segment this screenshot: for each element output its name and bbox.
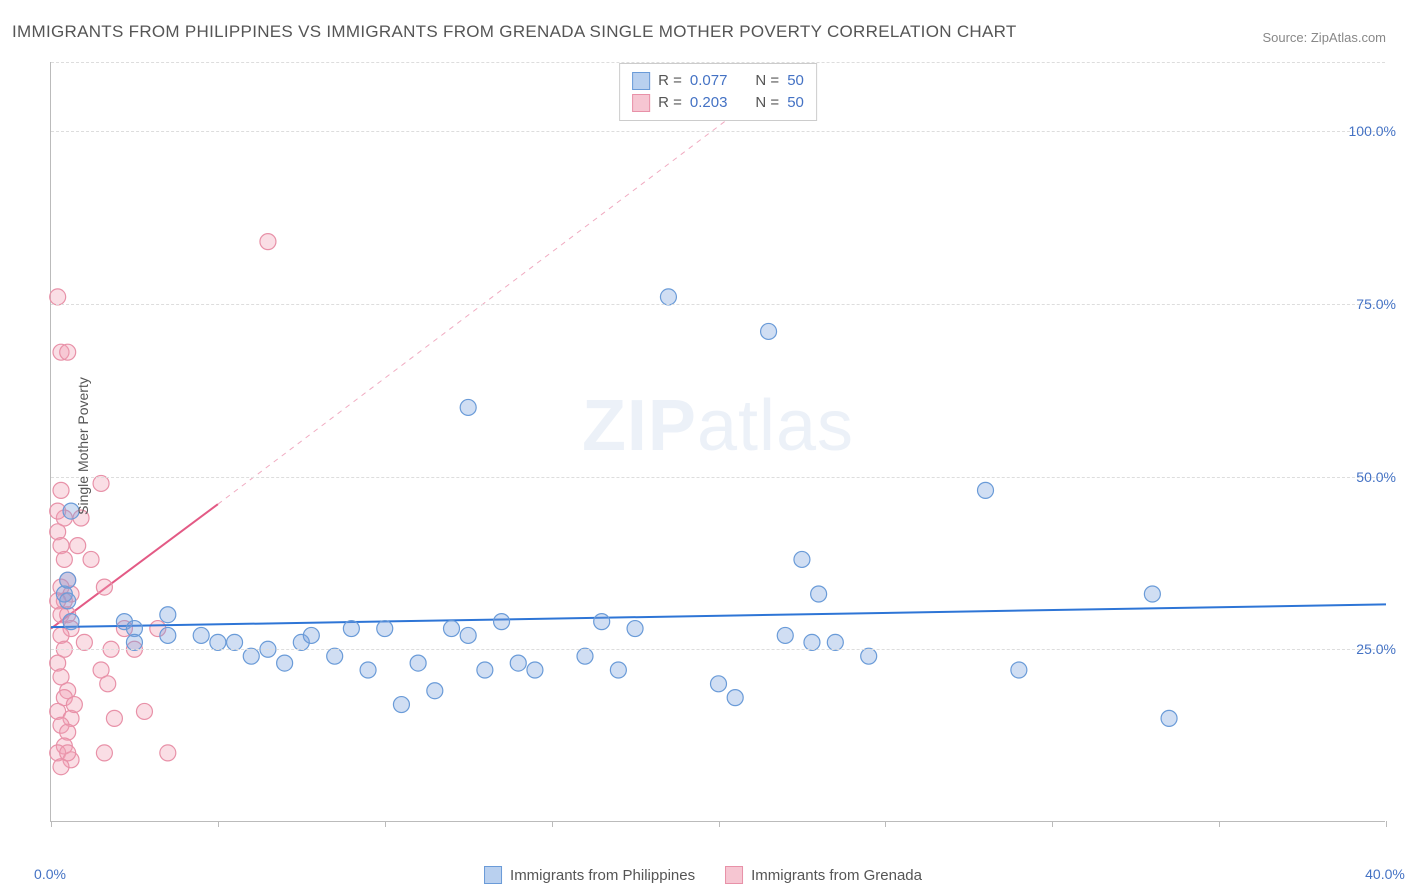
tick-v (385, 821, 386, 827)
data-point (594, 614, 610, 630)
data-point (53, 669, 69, 685)
tick-v (1219, 821, 1220, 827)
data-point (827, 634, 843, 650)
data-point (377, 621, 393, 637)
gridline-h (51, 304, 1385, 305)
data-point (711, 676, 727, 692)
data-point (160, 745, 176, 761)
data-point (444, 621, 460, 637)
data-point (811, 586, 827, 602)
data-point (460, 399, 476, 415)
tick-v (719, 821, 720, 827)
data-point (60, 593, 76, 609)
data-point (410, 655, 426, 671)
trend-line-dashed (218, 76, 785, 504)
x-tick-label: 40.0% (1365, 866, 1405, 882)
tick-v (552, 821, 553, 827)
data-point (627, 621, 643, 637)
data-point (804, 634, 820, 650)
data-point (126, 634, 142, 650)
legend-item-philippines: Immigrants from Philippines (484, 866, 695, 884)
data-point (260, 234, 276, 250)
data-point (66, 697, 82, 713)
y-tick-label: 50.0% (1356, 469, 1396, 485)
legend-row-philippines: R = 0.077 N = 50 (632, 70, 804, 92)
data-point (96, 579, 112, 595)
data-point (160, 627, 176, 643)
swatch-philippines (632, 72, 650, 90)
legend-stats: R = 0.077 N = 50 R = 0.203 N = 50 (619, 63, 817, 121)
swatch-grenada (632, 94, 650, 112)
data-point (794, 551, 810, 567)
data-point (360, 662, 376, 678)
data-point (60, 344, 76, 360)
data-point (343, 621, 359, 637)
legend-bottom: Immigrants from Philippines Immigrants f… (484, 866, 922, 884)
gridline-h (51, 649, 1385, 650)
data-point (210, 634, 226, 650)
y-tick-label: 100.0% (1349, 123, 1396, 139)
data-point (70, 538, 86, 554)
data-point (727, 690, 743, 706)
data-point (761, 323, 777, 339)
data-point (56, 551, 72, 567)
data-point (93, 475, 109, 491)
data-point (76, 634, 92, 650)
tick-v (885, 821, 886, 827)
tick-v (218, 821, 219, 827)
data-point (100, 676, 116, 692)
data-point (136, 703, 152, 719)
tick-v (1052, 821, 1053, 827)
data-point (63, 614, 79, 630)
data-point (106, 710, 122, 726)
data-point (60, 572, 76, 588)
gridline-h (51, 477, 1385, 478)
gridline-h (51, 131, 1385, 132)
data-point (427, 683, 443, 699)
data-point (978, 482, 994, 498)
data-point (303, 627, 319, 643)
data-point (1161, 710, 1177, 726)
chart-svg (51, 62, 1385, 821)
data-point (861, 648, 877, 664)
data-point (193, 627, 209, 643)
data-point (577, 648, 593, 664)
data-point (60, 745, 76, 761)
legend-row-grenada: R = 0.203 N = 50 (632, 92, 804, 114)
data-point (243, 648, 259, 664)
data-point (510, 655, 526, 671)
trend-line (51, 604, 1386, 627)
data-point (53, 482, 69, 498)
data-point (393, 697, 409, 713)
y-tick-label: 75.0% (1356, 296, 1396, 312)
data-point (1011, 662, 1027, 678)
data-point (96, 745, 112, 761)
y-tick-label: 25.0% (1356, 641, 1396, 657)
data-point (50, 289, 66, 305)
data-point (477, 662, 493, 678)
data-point (327, 648, 343, 664)
source-attribution: Source: ZipAtlas.com (1262, 30, 1386, 45)
y-axis-label: Single Mother Poverty (75, 377, 91, 515)
tick-v (1386, 821, 1387, 827)
swatch-grenada-icon (725, 866, 743, 884)
data-point (1144, 586, 1160, 602)
data-point (527, 662, 543, 678)
x-tick-label: 0.0% (34, 866, 66, 882)
data-point (277, 655, 293, 671)
legend-item-grenada: Immigrants from Grenada (725, 866, 922, 884)
data-point (610, 662, 626, 678)
chart-title: IMMIGRANTS FROM PHILIPPINES VS IMMIGRANT… (12, 22, 1017, 42)
swatch-philippines-icon (484, 866, 502, 884)
data-point (494, 614, 510, 630)
plot-area: ZIPatlas R = 0.077 N = 50 R = 0.203 N = … (50, 62, 1385, 822)
data-point (660, 289, 676, 305)
data-point (83, 551, 99, 567)
data-point (160, 607, 176, 623)
data-point (460, 627, 476, 643)
tick-v (51, 821, 52, 827)
data-point (777, 627, 793, 643)
data-point (227, 634, 243, 650)
